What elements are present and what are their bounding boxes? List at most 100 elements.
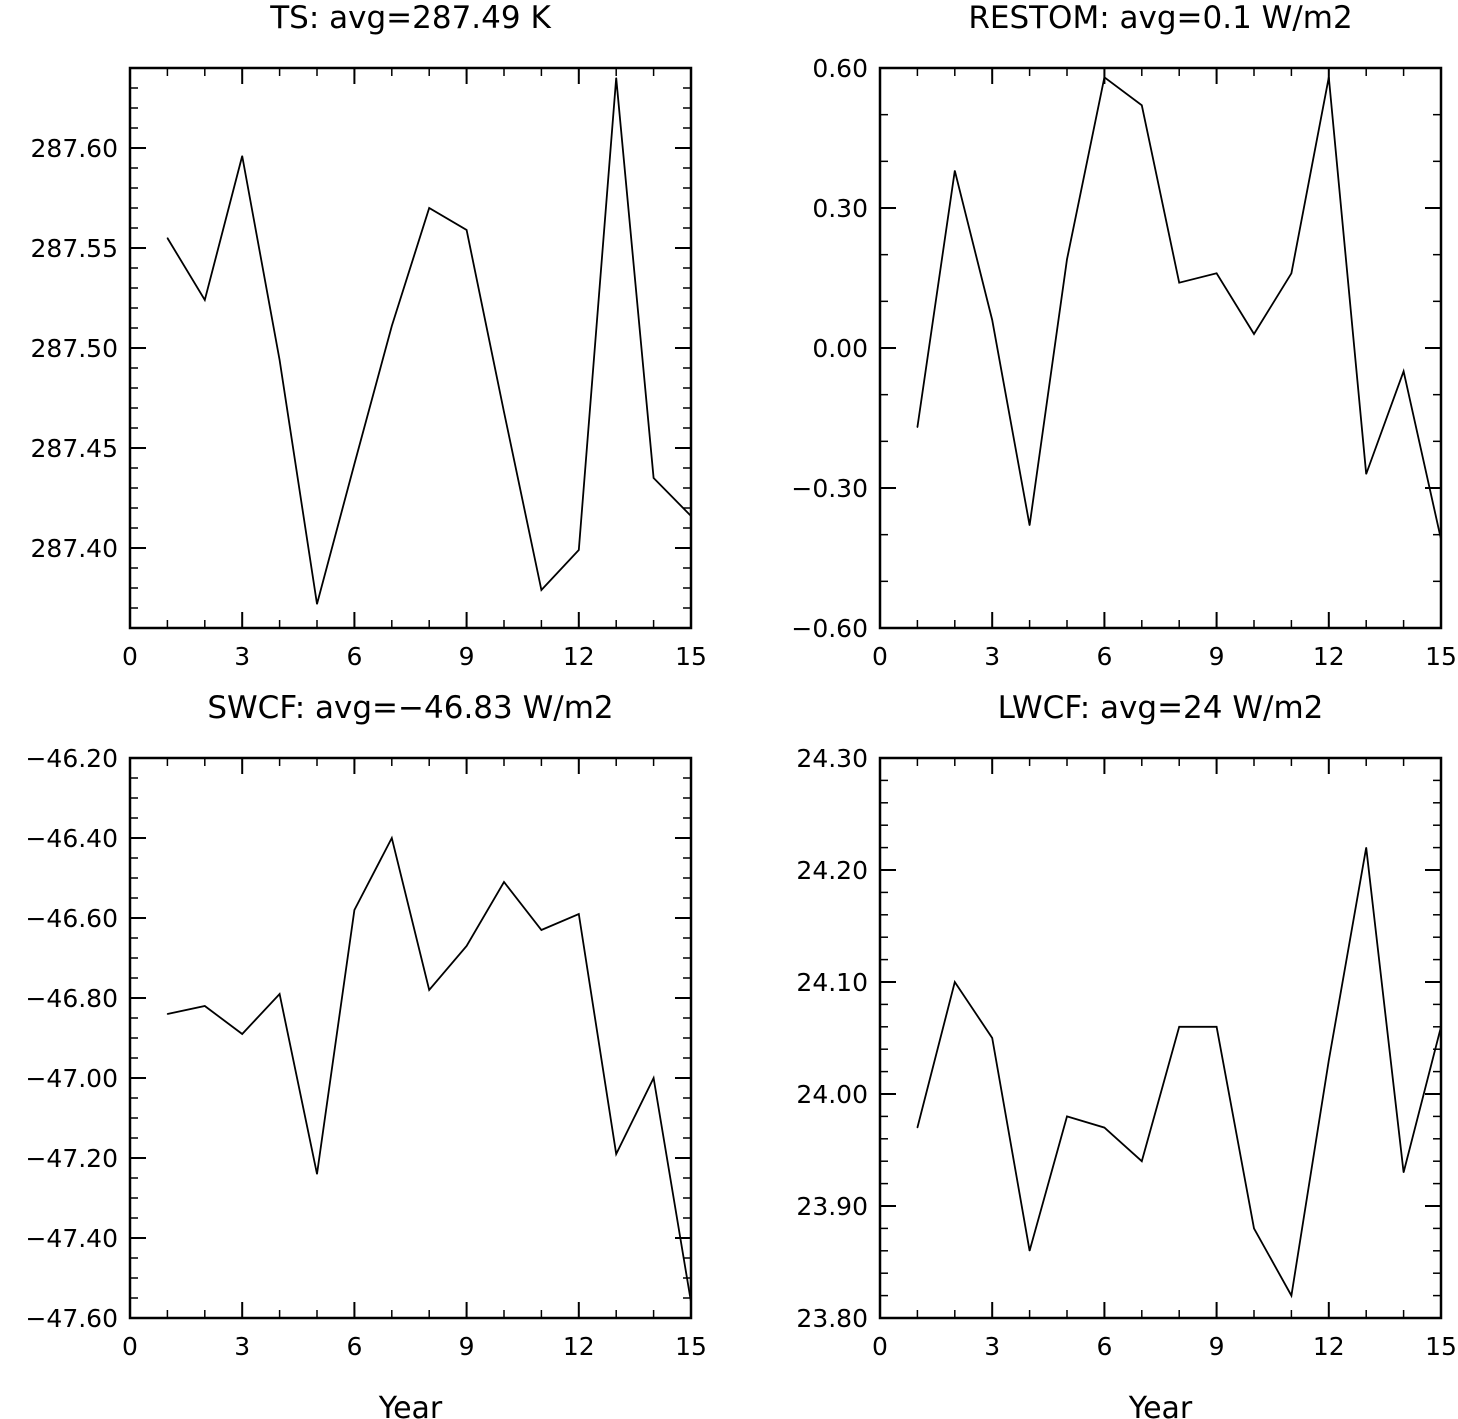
plot-frame xyxy=(878,66,1443,630)
chart-title: RESTOM: avg=0.1 W/m2 xyxy=(968,0,1352,36)
data-point xyxy=(1029,1250,1031,1252)
data-point xyxy=(428,989,430,991)
data-point xyxy=(615,77,617,79)
data-point xyxy=(1029,524,1031,526)
y-tick-label: 287.45 xyxy=(31,434,118,463)
y-tick-label: −0.30 xyxy=(791,474,868,503)
data-point xyxy=(466,229,468,231)
data-point xyxy=(615,1153,617,1155)
data-point xyxy=(1440,1026,1442,1028)
x-tick-label: 12 xyxy=(1313,1332,1345,1361)
data-point xyxy=(1365,473,1367,475)
data-point xyxy=(1178,1026,1180,1028)
x-tick-label: 15 xyxy=(1425,1332,1457,1361)
y-tick-label: 287.50 xyxy=(31,334,118,363)
data-point xyxy=(1066,1115,1068,1117)
chart-title: SWCF: avg=−46.83 W/m2 xyxy=(207,690,613,726)
x-tick-label: 6 xyxy=(1096,642,1112,671)
x-tick-label: 9 xyxy=(1209,642,1225,671)
data-point xyxy=(578,549,580,551)
data-point xyxy=(1365,847,1367,849)
data-point xyxy=(1066,258,1068,260)
data-point xyxy=(503,411,505,413)
data-point xyxy=(1290,272,1292,274)
y-tick-label: −46.40 xyxy=(25,824,118,853)
data-point xyxy=(954,170,956,172)
y-tick-label: 287.55 xyxy=(31,234,118,263)
series-line xyxy=(916,75,1442,540)
y-tick-label: 23.80 xyxy=(796,1304,868,1333)
plot-frame xyxy=(878,756,1443,1320)
data-point xyxy=(540,929,543,931)
x-tick-label: 3 xyxy=(234,642,250,671)
chart-panel-1: TS: avg=287.49 K 0 3 6 9 12 15 287.40 287.45 287.… xyxy=(31,0,707,671)
y-tick-label: −0.60 xyxy=(791,614,868,643)
x-tick-label: 9 xyxy=(459,1332,475,1361)
data-point xyxy=(1440,538,1442,540)
data-point xyxy=(316,603,318,605)
data-point xyxy=(916,426,919,428)
data-point xyxy=(916,1127,919,1129)
data-point xyxy=(954,981,956,983)
data-point xyxy=(1328,76,1330,78)
x-tick-label: 12 xyxy=(1313,642,1345,671)
plot-frame xyxy=(128,756,693,1320)
x-tick-label: 12 xyxy=(563,1332,595,1361)
x-tick-label: 6 xyxy=(346,642,362,671)
x-tick-label: 0 xyxy=(872,642,888,671)
data-point xyxy=(166,237,168,239)
y-tick-label: 24.20 xyxy=(796,856,868,885)
x-tick-label: 3 xyxy=(984,1332,1000,1361)
x-tick-label: 0 xyxy=(122,1332,138,1361)
data-point xyxy=(353,463,355,465)
chart-title: LWCF: avg=24 W/m2 xyxy=(998,690,1324,726)
y-tick-label: 0.60 xyxy=(812,54,868,83)
series-line xyxy=(916,847,1442,1299)
x-tick-label: 6 xyxy=(346,1332,362,1361)
data-point xyxy=(353,909,355,911)
data-point xyxy=(1141,1160,1143,1162)
x-tick-label: 15 xyxy=(675,1332,707,1361)
y-tick-label: −47.60 xyxy=(25,1304,118,1333)
data-point xyxy=(241,1033,243,1035)
y-tick-label: 287.40 xyxy=(31,534,118,563)
x-tick-label: 12 xyxy=(563,642,595,671)
plot-frame xyxy=(128,66,693,630)
data-point xyxy=(503,881,505,883)
y-tick-label: 0.00 xyxy=(812,334,868,363)
data-point xyxy=(279,993,281,995)
data-point xyxy=(1403,370,1405,372)
y-tick-label: −46.60 xyxy=(25,904,118,933)
x-tick-label: 0 xyxy=(122,642,138,671)
data-point xyxy=(690,1301,692,1303)
data-point xyxy=(1403,1171,1405,1173)
data-point xyxy=(1253,1227,1255,1229)
data-point xyxy=(1103,76,1105,78)
data-point xyxy=(1253,333,1255,335)
chart-title: TS: avg=287.49 K xyxy=(269,0,551,36)
x-tick-label: 9 xyxy=(1209,1332,1225,1361)
data-point xyxy=(1103,1127,1105,1129)
x-tick-label: 0 xyxy=(872,1332,888,1361)
data-point xyxy=(166,1013,168,1015)
chart-panel-4: LWCF: avg=24 W/m2 0 3 6 9 12 15 23.80 23.90 24.00… xyxy=(796,690,1456,1419)
y-tick-label: 23.90 xyxy=(796,1192,868,1221)
x-axis-label: Year xyxy=(1128,1391,1193,1419)
x-tick-label: 3 xyxy=(984,642,1000,671)
y-tick-label: −47.20 xyxy=(25,1144,118,1173)
data-point xyxy=(653,477,655,479)
data-point xyxy=(466,945,468,947)
y-tick-label: 24.00 xyxy=(796,1080,868,1109)
x-tick-label: 9 xyxy=(459,642,475,671)
data-point xyxy=(391,325,393,327)
data-point xyxy=(653,1077,655,1079)
data-point xyxy=(204,299,206,301)
y-tick-label: −47.40 xyxy=(25,1224,118,1253)
x-tick-label: 6 xyxy=(1096,1332,1112,1361)
x-axis-label: Year xyxy=(378,1391,443,1419)
data-point xyxy=(241,155,243,157)
y-tick-label: 24.10 xyxy=(796,968,868,997)
data-point xyxy=(578,913,580,915)
data-point xyxy=(1290,1295,1292,1297)
